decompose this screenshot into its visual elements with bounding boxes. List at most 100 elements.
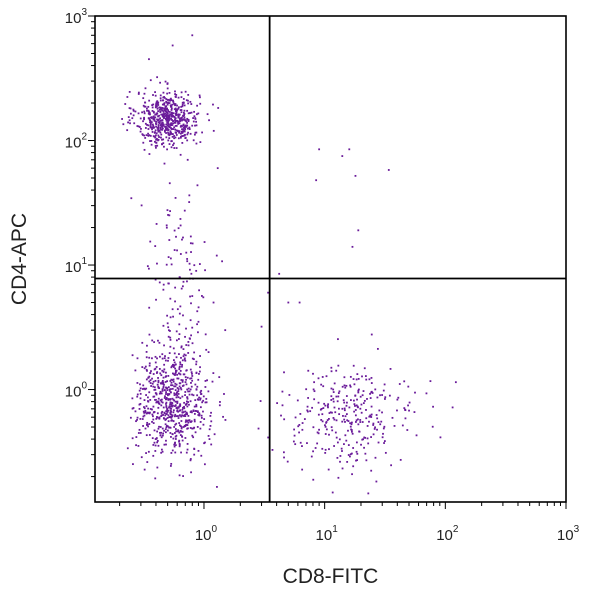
data-point — [170, 436, 172, 438]
data-point — [178, 130, 180, 133]
data-point — [151, 104, 154, 107]
data-point — [156, 412, 159, 415]
data-point — [165, 263, 168, 266]
data-point — [186, 400, 188, 403]
data-point — [181, 103, 184, 106]
data-point — [370, 405, 373, 408]
data-point — [149, 116, 152, 119]
data-point — [212, 301, 215, 304]
data-point — [165, 413, 168, 415]
data-point — [140, 127, 142, 130]
data-point — [186, 133, 189, 136]
data-point — [175, 339, 178, 342]
data-point — [198, 370, 201, 373]
data-point — [152, 444, 155, 446]
data-point — [198, 289, 200, 292]
data-point — [341, 420, 344, 423]
data-point — [349, 375, 352, 378]
data-point — [165, 406, 168, 409]
data-point — [189, 295, 191, 298]
data-point — [338, 438, 341, 441]
data-point — [370, 382, 373, 384]
data-point — [145, 387, 148, 390]
x-axis-title: CD8-FITC — [283, 565, 379, 588]
data-point — [166, 116, 168, 119]
data-point — [179, 305, 182, 308]
data-point — [257, 427, 260, 430]
data-point — [172, 347, 175, 350]
data-point — [343, 443, 345, 446]
data-point — [174, 103, 176, 106]
data-point — [198, 263, 201, 265]
data-point — [137, 93, 140, 95]
data-point — [170, 99, 173, 102]
data-point — [141, 134, 144, 136]
data-point — [159, 390, 162, 393]
data-point — [167, 425, 169, 428]
data-point — [330, 399, 333, 401]
data-point — [210, 443, 213, 446]
data-point — [365, 378, 368, 381]
data-point — [155, 398, 157, 401]
data-point — [321, 413, 324, 416]
data-point — [451, 406, 454, 409]
data-point — [357, 377, 360, 380]
data-point — [148, 153, 151, 155]
data-point — [143, 411, 146, 414]
data-point — [166, 410, 169, 413]
data-point — [131, 407, 134, 410]
data-point — [429, 380, 432, 383]
data-point — [223, 393, 225, 395]
data-point — [173, 445, 176, 448]
data-point — [350, 452, 353, 455]
data-point — [296, 399, 299, 402]
data-point — [186, 396, 189, 398]
data-point — [139, 383, 141, 386]
data-point — [182, 129, 185, 131]
data-point — [171, 365, 173, 368]
data-point — [148, 423, 151, 425]
data-point — [132, 407, 135, 409]
data-point — [160, 404, 163, 407]
data-point — [180, 427, 183, 430]
data-point — [195, 131, 198, 134]
data-point — [158, 416, 161, 419]
data-point — [382, 432, 384, 435]
data-point — [131, 354, 134, 357]
data-point — [131, 117, 134, 120]
data-point — [165, 439, 167, 442]
data-point — [167, 102, 170, 105]
data-point — [197, 378, 200, 381]
data-point — [157, 126, 160, 129]
data-point — [176, 377, 179, 380]
data-point — [193, 405, 196, 408]
data-point — [157, 339, 159, 342]
data-point — [197, 112, 200, 115]
data-point — [188, 393, 191, 396]
data-point — [207, 351, 210, 354]
data-point — [163, 107, 166, 110]
data-point — [179, 119, 182, 122]
data-point — [195, 124, 198, 127]
data-point — [196, 104, 199, 107]
data-point — [212, 129, 215, 132]
data-point — [313, 398, 316, 401]
data-point — [146, 107, 148, 110]
data-point — [151, 420, 153, 423]
data-point — [157, 130, 160, 133]
data-point — [157, 400, 159, 403]
data-point — [158, 136, 160, 138]
data-point — [182, 348, 185, 350]
data-point — [156, 416, 158, 418]
data-point — [172, 115, 174, 118]
data-point — [136, 393, 139, 396]
data-point — [144, 101, 147, 104]
data-point — [158, 402, 160, 405]
data-point — [178, 353, 180, 355]
data-point — [377, 441, 380, 444]
data-point — [186, 127, 189, 130]
data-point — [320, 408, 323, 410]
data-point — [333, 406, 336, 409]
data-point — [332, 388, 335, 391]
data-point — [183, 209, 186, 212]
